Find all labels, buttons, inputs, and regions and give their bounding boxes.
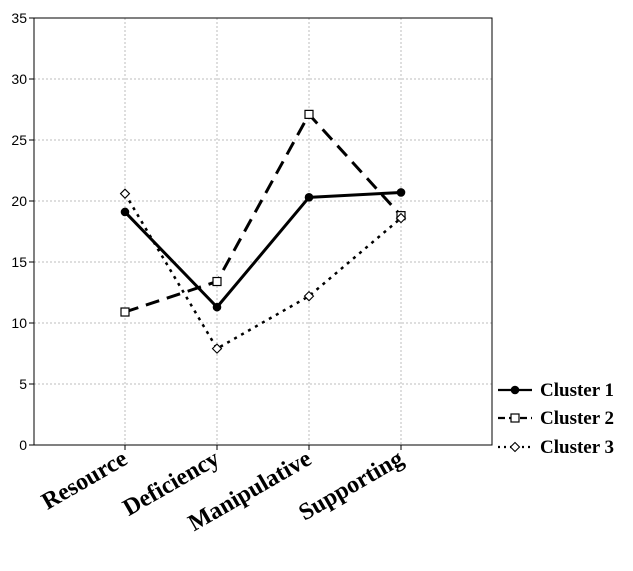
y-tick-label: 0	[19, 437, 27, 453]
series-line	[124, 112, 403, 314]
series-group	[119, 109, 407, 354]
data-point	[212, 276, 222, 287]
data-point	[304, 109, 314, 119]
data-point	[119, 188, 131, 199]
series-cluster-3	[119, 188, 407, 354]
y-tick-label: 5	[19, 376, 27, 392]
x-category-label: Resource	[37, 446, 132, 516]
legend-item: Cluster 1	[498, 380, 614, 401]
data-point	[509, 441, 521, 453]
y-tick-label: 20	[11, 193, 27, 209]
y-tick-label: 25	[11, 132, 27, 148]
data-point	[120, 207, 130, 217]
series-line	[123, 193, 402, 350]
series-cluster-2	[120, 109, 406, 317]
legend-item: Cluster 3	[498, 437, 614, 458]
legend-label: Cluster 2	[540, 408, 614, 429]
y-tick-label: 35	[11, 10, 27, 26]
legend-label: Cluster 3	[540, 437, 614, 458]
data-point	[211, 343, 223, 354]
data-point	[303, 290, 315, 302]
y-tick-label: 10	[11, 315, 27, 331]
legend-item: Cluster 2	[498, 408, 614, 429]
data-point	[120, 307, 130, 317]
data-point	[510, 413, 520, 423]
series-cluster-1	[120, 188, 406, 312]
data-point	[304, 193, 314, 202]
data-point	[510, 385, 520, 395]
grid-lines	[34, 18, 492, 445]
data-point	[212, 302, 222, 312]
y-axis: 0 5 10 15 20 25 30 35	[11, 10, 34, 453]
legend: Cluster 1 Cluster 2 Cluster 3	[498, 380, 614, 458]
series-line	[123, 190, 402, 309]
x-category-label: Supporting	[294, 446, 408, 527]
data-point	[395, 212, 407, 224]
data-point	[396, 188, 406, 197]
plot-area-frame	[33, 17, 493, 446]
y-tick-label: 30	[11, 71, 27, 87]
y-tick-label: 15	[11, 254, 27, 270]
legend-label: Cluster 1	[540, 380, 614, 401]
